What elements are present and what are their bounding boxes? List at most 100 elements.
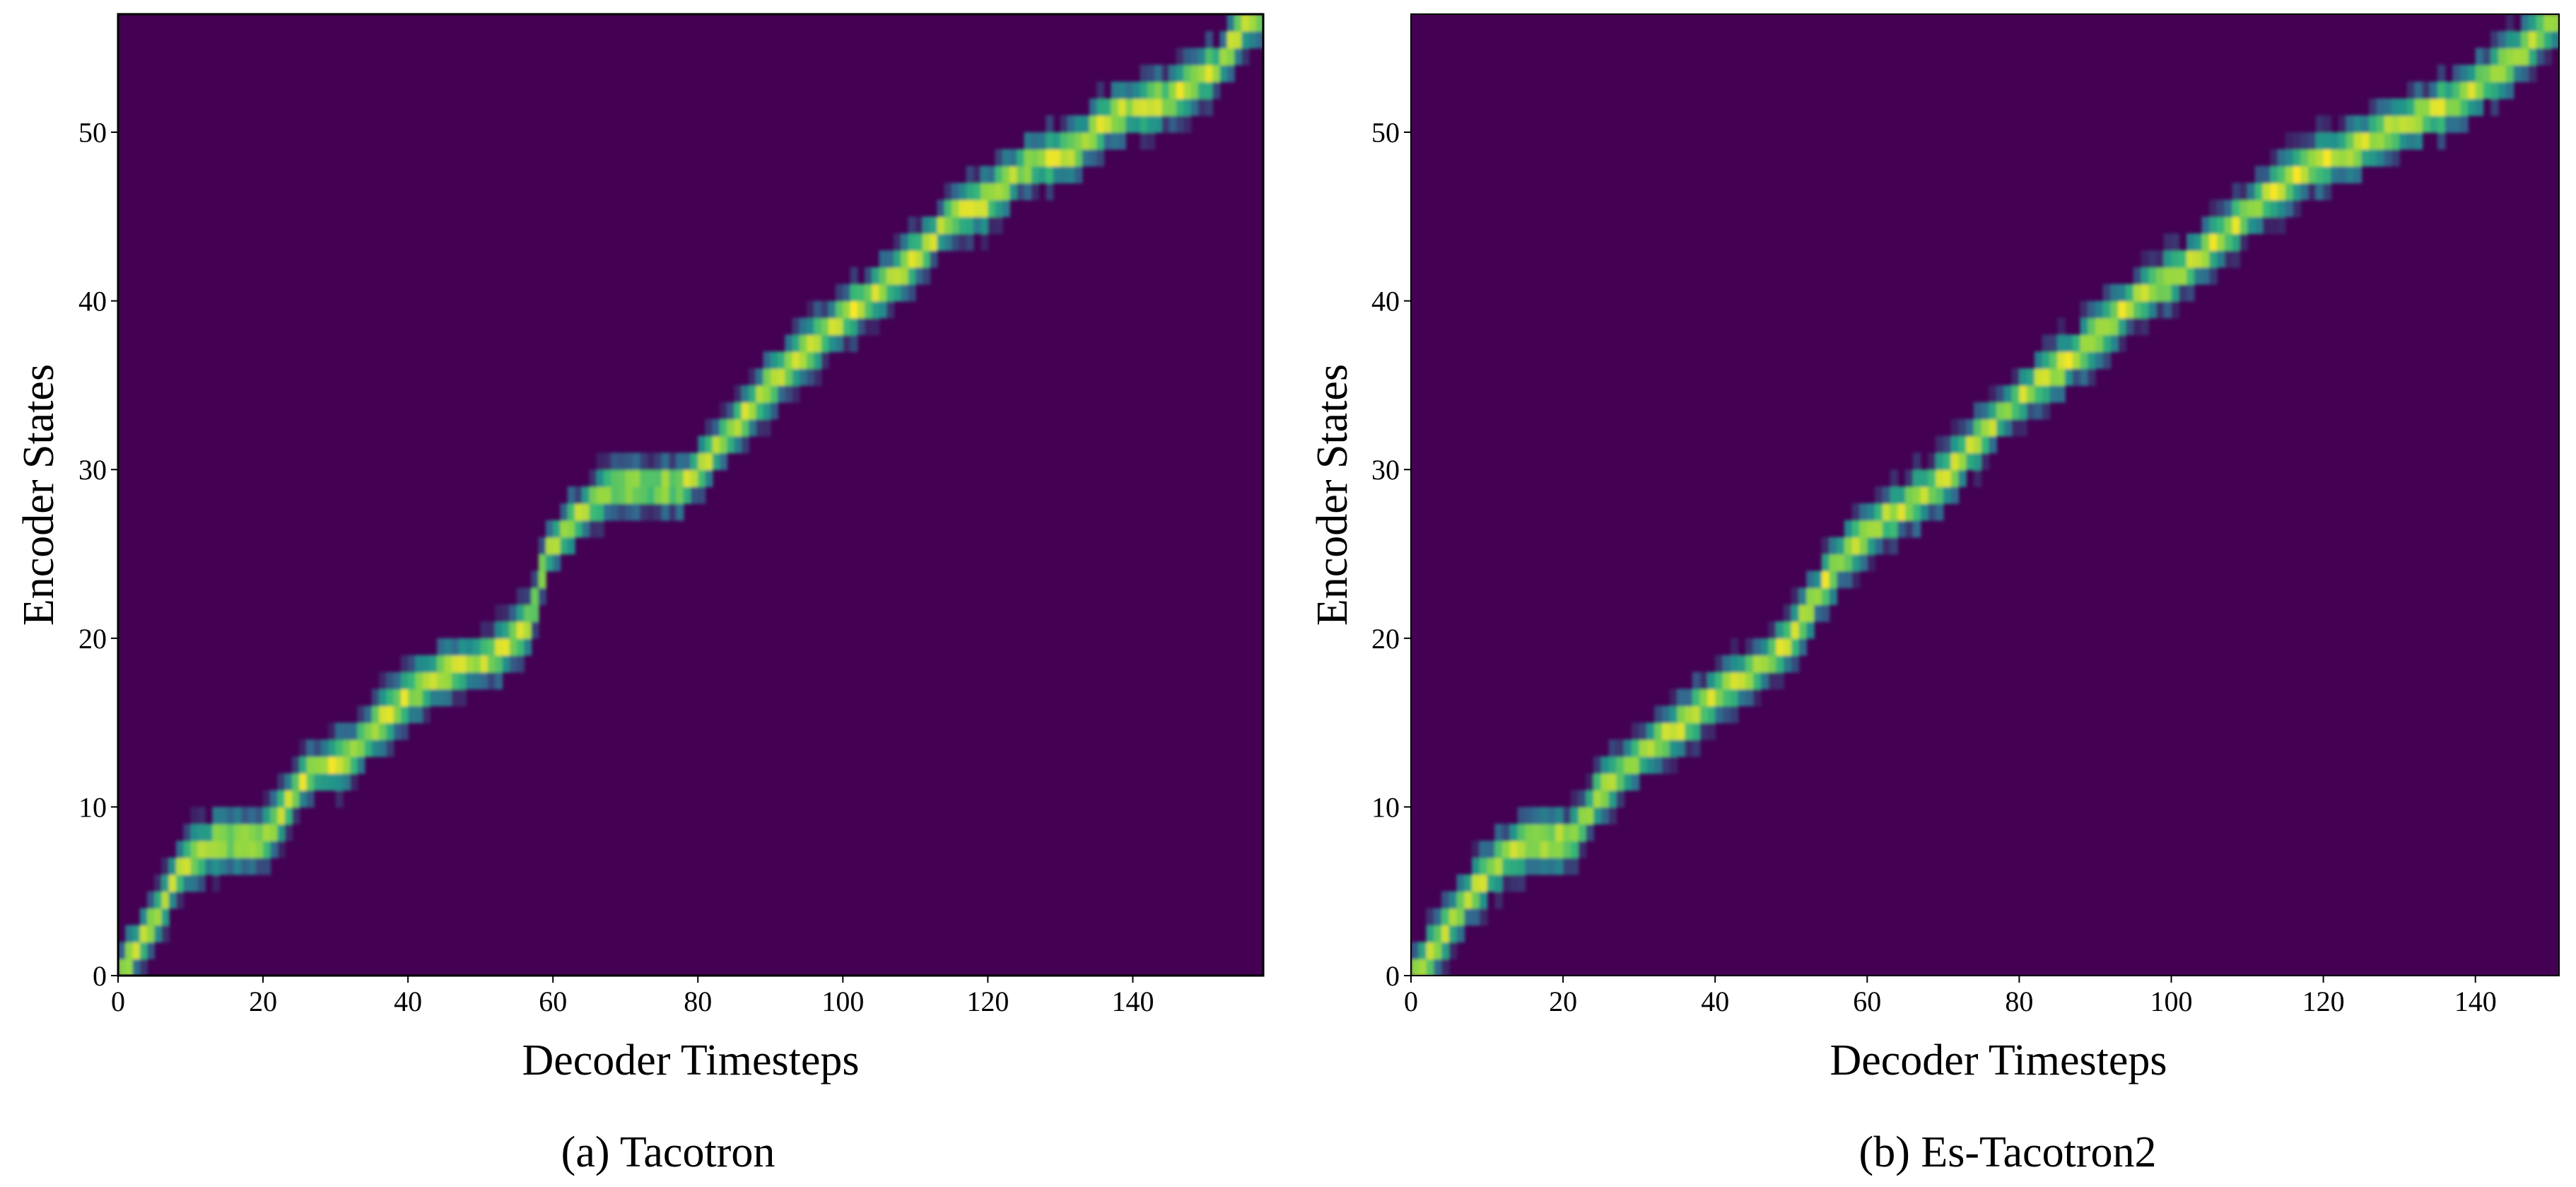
heatmap-cell [161,908,170,926]
heatmap-cell [2003,385,2013,403]
heatmap-cell [1046,115,1054,133]
heatmap-cell [2353,115,2363,133]
heatmap-cell [2490,30,2499,49]
heatmap-cell [632,469,641,487]
heatmap-cell [1905,520,1914,538]
heatmap-cell [1118,98,1126,116]
heatmap-cell [850,334,858,352]
heatmap-cell [1517,841,1526,858]
heatmap-cell [944,216,952,234]
heatmap-cell [516,638,525,656]
heatmap-cell [749,402,757,420]
heatmap-cell [937,233,945,251]
heatmap-cell [915,267,923,285]
heatmap-cell [313,773,322,791]
heatmap-cell [1973,469,1982,487]
heatmap-cell [1441,942,1450,959]
heatmap-cell [509,621,517,639]
heatmap-cell [1829,571,1838,589]
heatmap-cell [2293,199,2302,218]
heatmap-cell [125,959,134,976]
heatmap-cell [1608,807,1617,825]
heatmap-cell [1472,857,1480,875]
heatmap-cell [756,368,764,386]
heatmap-cell [1563,857,1571,875]
heatmap-cell [2186,233,2195,251]
heatmap-cell [756,419,764,437]
heatmap-cell [814,334,822,352]
heatmap-cell [2019,385,2027,403]
heatmap-cell [618,452,626,471]
heatmap-cell [1989,435,1997,454]
heatmap-cell [2049,385,2058,403]
heatmap-cell [1654,706,1663,723]
heatmap-cell [2042,368,2051,386]
heatmap-cell [1053,148,1061,167]
heatmap-cell [901,250,909,268]
heatmap-cell [2391,148,2400,167]
heatmap-cell [2088,334,2096,352]
heatmap-cell [2095,334,2104,352]
heatmap-cell [1752,689,1762,707]
heatmap-cell [2513,30,2522,49]
heatmap-cell [973,165,981,184]
heatmap-cell [1555,807,1564,825]
heatmap-cell [959,216,967,234]
heatmap-cell [350,773,358,791]
heatmap-cell [1161,81,1170,100]
heatmap-cell [1814,587,1822,605]
heatmap-cell [270,807,279,825]
heatmap-cell [480,638,488,656]
heatmap-cell [785,351,793,369]
heatmap-cell [632,503,641,521]
heatmap-cell [2430,98,2438,116]
heatmap-cell [335,723,344,740]
heatmap-cell [596,520,604,538]
heatmap-cell [277,841,286,858]
heatmap-cell [1024,182,1032,201]
heatmap-cell [770,368,778,386]
heatmap-cell [1639,756,1648,774]
heatmap-cell [2399,132,2408,150]
heatmap-cell [2209,199,2218,218]
heatmap-cell [661,486,670,504]
heatmap-cell [2414,98,2423,116]
heatmap-cell [495,638,503,656]
heatmap-cell [2072,368,2081,386]
heatmap-cell [2361,132,2370,150]
heatmap-cell [1738,655,1747,673]
heatmap-cell [1760,638,1769,656]
heatmap-cell [1540,824,1549,841]
heatmap-cell [1024,165,1032,184]
heatmap-cell [2414,115,2423,133]
heatmap-cell [2240,182,2248,201]
heatmap-cell [1958,435,1967,454]
heatmap-cell [2278,148,2286,167]
heatmap-cell [1411,959,1419,976]
heatmap-cell [1722,689,1731,707]
heatmap-cell [727,402,735,420]
heatmap-cell [2217,233,2225,251]
heatmap-cell [1024,132,1032,150]
heatmap-cell [1752,655,1762,673]
heatmap-cell [2452,64,2461,83]
heatmap-cell [2353,165,2363,184]
heatmap-cell [422,689,431,707]
heatmap-cell [763,402,771,420]
heatmap-cell [226,824,235,841]
heatmap-cell [270,790,279,808]
heatmap-cell [2102,351,2112,369]
heatmap-cell [1205,30,1214,49]
heatmap-cell [2102,300,2112,319]
heatmap-cell [2376,115,2385,133]
heatmap-cell [980,199,989,218]
heatmap-cell [2505,64,2514,83]
heatmap-cell [980,182,989,201]
heatmap-cell [865,300,873,319]
x-tick-label: 80 [2005,986,2033,1017]
heatmap-cell [393,689,402,707]
heatmap-cell [1821,587,1830,605]
heatmap-cell [589,520,597,538]
heatmap-cell [1434,925,1442,943]
heatmap-cell [654,486,662,504]
